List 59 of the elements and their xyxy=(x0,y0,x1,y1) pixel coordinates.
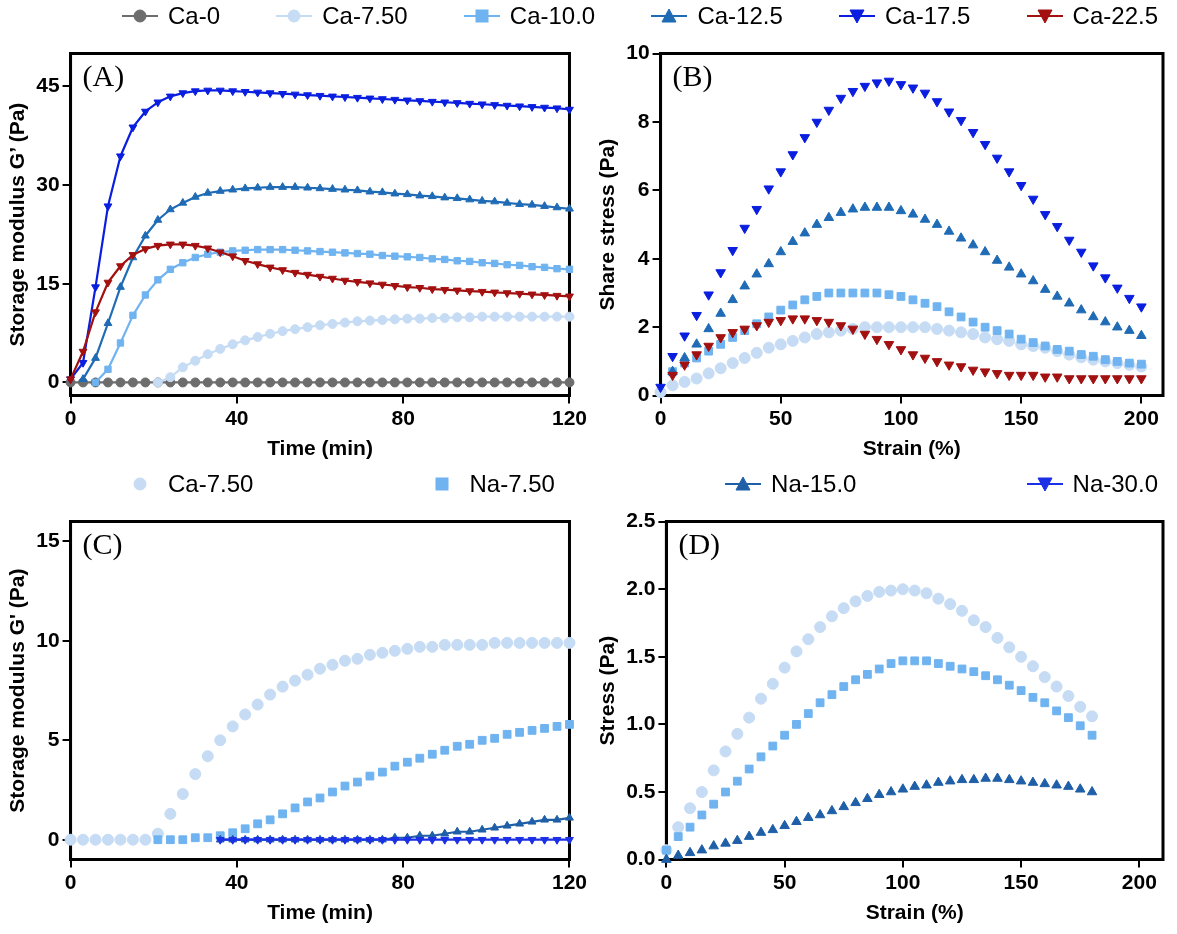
y-tick-label: 0.0 xyxy=(626,846,656,870)
x-tick-label: 100 xyxy=(885,870,921,893)
x-tick-label: 200 xyxy=(1121,870,1157,893)
x-tick-label: 120 xyxy=(551,406,587,429)
x-tick-label: 80 xyxy=(391,870,415,893)
x-tick-label: 0 xyxy=(660,870,673,893)
x-axis-title: Strain (%) xyxy=(862,436,961,460)
y-tick-label: 6 xyxy=(637,177,650,201)
y-tick-label: 4 xyxy=(637,245,650,269)
legend-label: Na-7.50 xyxy=(468,470,555,498)
y-tick-label: 15 xyxy=(36,270,60,294)
y-tick-label: 0 xyxy=(47,369,60,393)
legend-label: Ca-7.50 xyxy=(321,2,408,30)
y-tick-label: 10 xyxy=(36,627,60,651)
x-tick-label: 150 xyxy=(1003,406,1039,429)
x-tick-label: 50 xyxy=(769,406,793,429)
legend-label: Na-15.0 xyxy=(770,470,857,498)
y-tick-label: 1.5 xyxy=(626,643,656,667)
y-tick-label: 30 xyxy=(36,171,60,195)
y-tick-label: 2.0 xyxy=(626,576,656,599)
x-tick-label: 0 xyxy=(64,406,77,429)
y-tick-label: 2.5 xyxy=(626,508,656,532)
annotation: (B) xyxy=(672,59,713,94)
y-tick-label: 5 xyxy=(47,727,60,751)
x-tick-label: 120 xyxy=(551,870,587,893)
legend-label: Na-30.0 xyxy=(1071,470,1158,498)
y-axis-title: Stress (Pa) xyxy=(595,635,619,746)
x-tick-label: 0 xyxy=(64,870,77,893)
y-axis-title: Storage modulus G' (Pa) xyxy=(5,568,29,813)
x-tick-label: 50 xyxy=(772,870,797,893)
y-tick-label: 45 xyxy=(36,73,60,97)
x-axis-title: Time (min) xyxy=(267,436,373,460)
x-tick-label: 40 xyxy=(225,870,249,893)
x-tick-label: 80 xyxy=(391,406,415,429)
y-tick-label: 0.5 xyxy=(626,778,656,802)
y-tick-label: 15 xyxy=(36,528,60,552)
y-axis-title: Storage modulus G’ (Pa) xyxy=(5,102,29,347)
annotation: (D) xyxy=(678,527,721,562)
y-tick-label: 2 xyxy=(637,314,650,337)
legend-label: Ca-22.5 xyxy=(1071,2,1158,30)
legend-label: Ca-10.0 xyxy=(508,2,596,30)
y-tick-label: 8 xyxy=(637,108,650,132)
x-axis-title: Strain (%) xyxy=(865,900,964,924)
x-tick-label: 150 xyxy=(1003,870,1039,893)
y-tick-label: 0 xyxy=(47,826,60,850)
annotation: (C) xyxy=(82,527,123,562)
legend-label: Ca-12.5 xyxy=(696,2,783,30)
y-axis-title: Share stress (Pa) xyxy=(595,138,619,311)
legend-label: Ca-0 xyxy=(167,2,221,30)
y-tick-label: 10 xyxy=(626,40,650,64)
x-tick-label: 200 xyxy=(1123,406,1159,429)
x-tick-label: 100 xyxy=(883,406,919,429)
x-tick-label: 40 xyxy=(225,406,249,429)
legend-label: Ca-7.50 xyxy=(167,470,254,498)
y-tick-label: 0 xyxy=(637,382,650,406)
y-tick-label: 1.0 xyxy=(626,711,656,735)
x-axis-title: Time (min) xyxy=(267,900,373,924)
legend-label: Ca-17.5 xyxy=(884,2,971,30)
annotation: (A) xyxy=(82,59,125,94)
